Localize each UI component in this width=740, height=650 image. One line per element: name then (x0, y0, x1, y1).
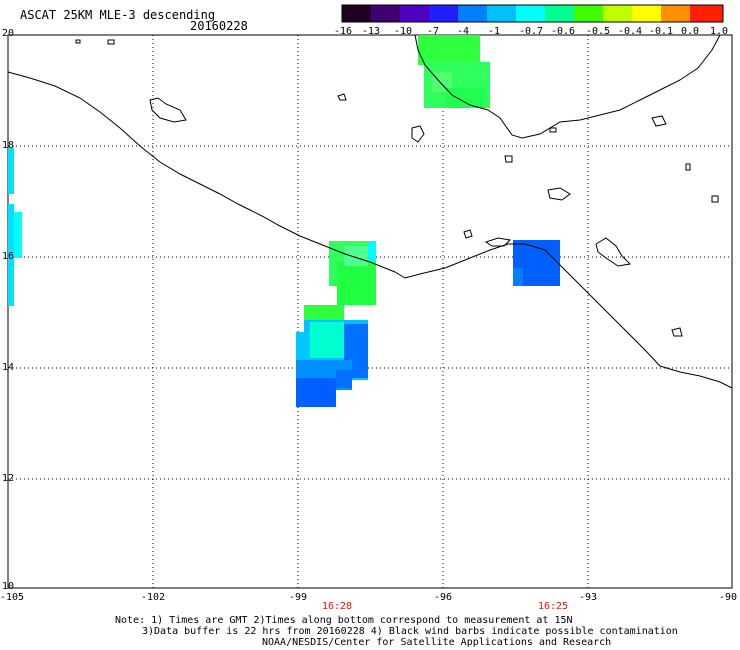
lake (337, 93, 347, 101)
lake (149, 97, 187, 123)
swath-cell (368, 241, 376, 261)
lake (484, 237, 512, 247)
colorbar-seg-7 (516, 5, 545, 22)
note-line-1: Note: 1) Times are GMT 2)Times along bot… (115, 615, 573, 626)
colorbar-label: -1 (487, 26, 501, 37)
lat-label: 20 (2, 28, 15, 39)
swath-cell (310, 322, 344, 358)
swath-cell (8, 204, 14, 306)
colorbar-label: -0.5 (585, 26, 611, 37)
colorbar-label: -4 (456, 26, 470, 37)
colorbar-seg-13 (690, 5, 723, 22)
colorbar-label: -13 (361, 26, 381, 37)
lake (75, 39, 81, 44)
swath-cell (336, 370, 352, 388)
lat-label: 12 (2, 473, 15, 484)
pacific-coast (7, 71, 733, 389)
colorbar-seg-4 (429, 5, 458, 22)
lake (411, 125, 425, 143)
colorbar-seg-8 (545, 5, 574, 22)
colorbar-seg-10 (603, 5, 632, 22)
lake (671, 327, 683, 337)
map-frame (7, 34, 733, 589)
swath-cell (337, 262, 376, 305)
colorbar-seg-5 (458, 5, 487, 22)
lat-label: 10 (2, 581, 15, 592)
colorbar-seg-1 (342, 5, 371, 22)
colorbar-label: -0.6 (550, 26, 576, 37)
map-date: 20160228 (190, 19, 248, 33)
lon-label: -93 (578, 592, 598, 603)
colorbar-label: 1.0 (709, 26, 729, 37)
colorbar-label: -0.1 (648, 26, 674, 37)
colorbar-seg-12 (661, 5, 690, 22)
colorbar-seg-9 (574, 5, 603, 22)
colorbar-label: -16 (333, 26, 353, 37)
lake (711, 195, 719, 203)
lake (651, 115, 667, 127)
colorbar-label: 0.0 (680, 26, 700, 37)
colorbar-label: -0.4 (617, 26, 643, 37)
colorbar-seg-11 (632, 5, 661, 22)
lake (107, 39, 115, 45)
coastline (7, 34, 733, 389)
map-grid (7, 34, 733, 589)
swath-cell (446, 88, 486, 108)
swath-cell (418, 35, 480, 65)
swath-cell (296, 378, 336, 407)
swath-cell (432, 72, 452, 92)
swath-cell (513, 268, 523, 286)
lake (549, 127, 557, 133)
colorbar-seg-2 (371, 5, 400, 22)
lon-label: -96 (433, 592, 453, 603)
colorbar-seg-3 (400, 5, 429, 22)
lake (504, 155, 513, 163)
swath-cell (14, 212, 22, 258)
lon-label: -102 (140, 592, 166, 603)
lat-label: 14 (2, 362, 15, 373)
colorbar-label: -7 (426, 26, 440, 37)
colorbar-label: -0.7 (518, 26, 544, 37)
lake (547, 187, 571, 201)
lat-label: 16 (2, 251, 15, 262)
colorbar (341, 4, 724, 23)
swath-cell (8, 148, 14, 194)
lon-label: -105 (0, 592, 25, 603)
gulf-coast (414, 34, 721, 139)
colorbar-label: -10 (393, 26, 413, 37)
pass-time: 16:28 (321, 601, 353, 612)
map-title: ASCAT 25KM MLE-3 descending (20, 8, 216, 22)
credit-line: NOAA/NESDIS/Center for Satellite Applica… (262, 637, 612, 648)
lon-label: -99 (288, 592, 308, 603)
lake (463, 229, 473, 239)
swath-data (8, 35, 560, 407)
lat-label: 18 (2, 140, 15, 151)
note-line-2: 3)Data buffer is 22 hrs from 20160228 4)… (142, 626, 678, 637)
lon-label: -90 (718, 592, 738, 603)
swath-cell (344, 246, 368, 266)
colorbar-seg-6 (487, 5, 516, 22)
lake (685, 163, 691, 171)
pass-time: 16:25 (537, 601, 569, 612)
lake (595, 237, 632, 267)
